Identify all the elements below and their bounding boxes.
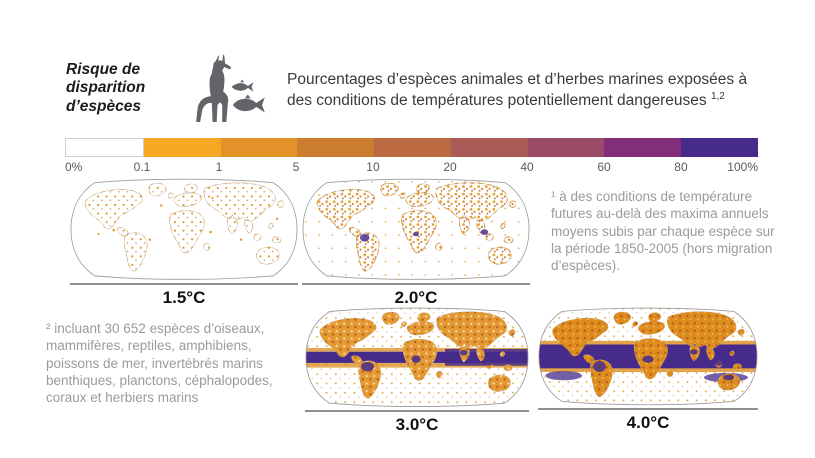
- map-baseline: [305, 409, 529, 412]
- colorbar-segment: [450, 138, 528, 157]
- giraffe-and-fish-icon: [183, 50, 269, 126]
- colorbar-segment: [297, 138, 375, 157]
- figure-title-line: d’espèces: [66, 97, 141, 115]
- colorbar-tick-label: 40: [520, 160, 534, 174]
- colorbar-tick-label: 60: [597, 160, 611, 174]
- colorbar-tick-label: 100%: [727, 160, 758, 174]
- colorbar-segment: [681, 138, 759, 157]
- world-map-3-0c: [305, 307, 529, 408]
- figure-title: Risque de disparition d’espèces: [66, 61, 206, 116]
- map-baseline: [70, 282, 298, 285]
- colorbar-segment: [527, 138, 605, 157]
- map-label-2-0c: 2.0°C: [394, 287, 438, 307]
- world-map-4-0c: [538, 307, 758, 406]
- figure-title-line: Risque de: [66, 61, 141, 78]
- colorbar-segment: [65, 138, 144, 157]
- figure-title-line: disparition: [66, 79, 146, 97]
- colorbar-segment: [220, 138, 298, 157]
- colorbar-segment: [143, 138, 221, 157]
- colorbar-tick-label: 1: [215, 160, 223, 174]
- map-label-3-0c: 3.0°C: [395, 414, 439, 434]
- map-panel-2-0c: 2.0°C: [302, 177, 530, 308]
- map-label-4-0c: 4.0°C: [626, 412, 670, 432]
- giraffe-icon: [195, 54, 231, 126]
- figure-heading: Pourcentages d’espèces animales et d’her…: [287, 70, 773, 112]
- colorbar: 0% 0.1 1 5 10 20 40 60 80 100%: [65, 138, 759, 175]
- map-baseline: [302, 282, 530, 285]
- map-baseline: [538, 407, 758, 410]
- fish-icon: [231, 79, 254, 92]
- colorbar-labels: 0% 0.1 1 5 10 20 40 60 80 100%: [65, 160, 758, 175]
- fish-icon: [233, 94, 265, 113]
- footnote-1: ¹ à des conditions de température future…: [551, 189, 775, 274]
- colorbar-tick-label: 5: [292, 160, 300, 174]
- colorbar-tick-label: 0%: [65, 160, 83, 174]
- figure-heading-superscript: 1,2: [710, 91, 725, 103]
- map-panel-4-0c: 4.0°C: [538, 306, 758, 433]
- map-panel-3-0c: 3.0°C: [305, 306, 529, 435]
- footnote-2: ² incluant 30 652 espèces d’oiseaux, mam…: [46, 321, 273, 406]
- colorbar-tick-label: 20: [443, 160, 457, 174]
- colorbar-segment: [374, 138, 451, 157]
- figure-heading-text: Pourcentages d’espèces animales et d’her…: [287, 71, 748, 110]
- colorbar-tick-label: 10: [366, 160, 380, 174]
- colorbar-track: [65, 138, 759, 157]
- world-map-1-5c: [70, 178, 298, 280]
- map-panel-1-5c: 1.5°C: [70, 177, 298, 308]
- map-label-1-5c: 1.5°C: [162, 287, 206, 307]
- colorbar-tick-label: 80: [674, 160, 688, 174]
- colorbar-segment: [604, 138, 682, 157]
- world-map-2-0c: [302, 178, 530, 280]
- colorbar-tick-label: 0.1: [133, 160, 151, 174]
